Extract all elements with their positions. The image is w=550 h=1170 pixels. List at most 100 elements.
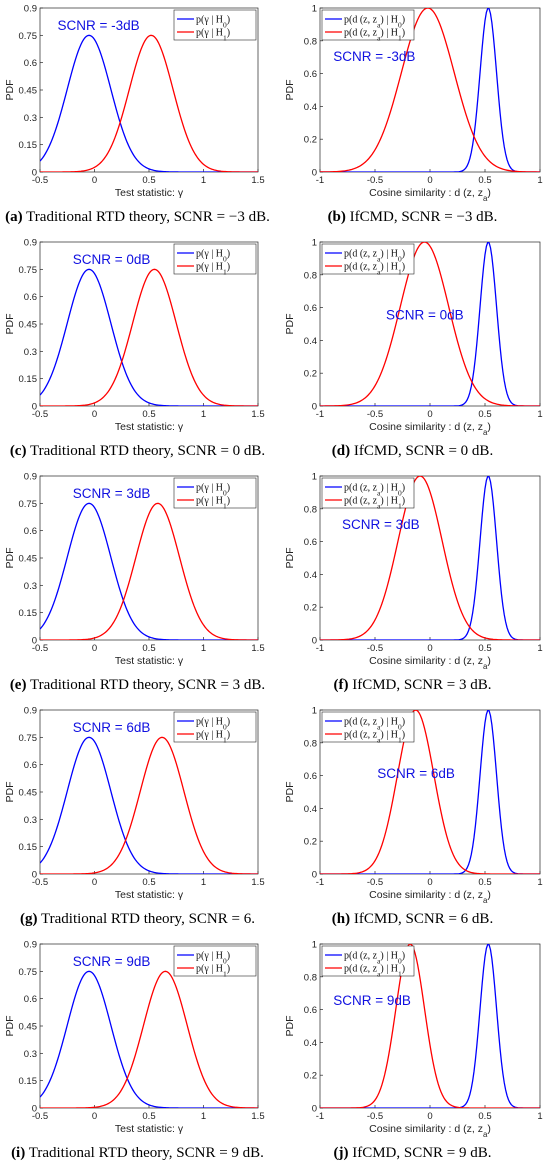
x-tick-label: 1 xyxy=(537,877,542,888)
x-tick-label: -0.5 xyxy=(32,1111,48,1122)
legend-entry: p(d (z, za) | H1) xyxy=(344,262,405,277)
figure-caption: (b) IfCMD, SCNR = −3 dB. xyxy=(275,209,550,226)
caption-id: (f) xyxy=(333,677,349,693)
legend-entry: p(γ | H1) xyxy=(196,730,230,745)
y-tick-label: 0.2 xyxy=(304,837,317,848)
y-tick-label: 0.8 xyxy=(304,738,317,749)
scnr-annotation: SCNR = -3dB xyxy=(333,49,415,64)
line-chart: -1 -0.5 0 0.5 1 0 0.2 0.4 0.6 0.8 1 PDF Cosine simil… xyxy=(284,940,543,1139)
line-chart: -0.5 0 0.5 1 1.500.150.30.450.60.750.9PDFTes… xyxy=(4,706,265,902)
y-axis-label: PDF xyxy=(4,548,16,569)
caption-text: Traditional RTD theory, SCNR = 6. xyxy=(37,911,255,927)
x-tick-label: 1.5 xyxy=(251,175,264,186)
series-line-h1 xyxy=(40,502,258,640)
figure-caption: (j) IfCMD, SCNR = 9 dB. xyxy=(275,1145,550,1162)
legend: p(γ | H0)p(γ | H1) xyxy=(173,243,257,276)
y-tick-label: 0 xyxy=(32,168,37,179)
caption-text: IfCMD, SCNR = −3 dB. xyxy=(345,209,498,225)
y-tick-label: 0.15 xyxy=(19,1076,38,1087)
caption-id: (c) xyxy=(9,443,27,459)
series-line-h1 xyxy=(40,34,258,172)
y-axis-label: PDF xyxy=(4,80,16,101)
figure-caption: (g) Traditional RTD theory, SCNR = 6. xyxy=(0,911,275,928)
y-tick-label: 0 xyxy=(312,636,317,647)
scnr-annotation: SCNR = 6dB xyxy=(377,766,455,781)
y-tick-label: 0.6 xyxy=(24,526,37,537)
x-tick-label: 1 xyxy=(537,1111,542,1122)
x-tick-label: -1 xyxy=(316,877,324,888)
series-line-h0 xyxy=(320,242,540,406)
line-chart: -0.5 0 0.5 1 1.500.150.30.450.60.750.9PDFTes… xyxy=(4,238,265,434)
y-tick-label: 0.6 xyxy=(304,1005,317,1016)
figure-caption: (i) Traditional RTD theory, SCNR = 9 dB. xyxy=(0,1145,275,1162)
chart-panel: -0.5 0 0.5 1 1.5 0 0.15 0.3 0.45 0.6 0.75 0.9 PDF Tes… xyxy=(0,936,275,1170)
y-tick-label: 0 xyxy=(32,636,37,647)
x-axis-label: Cosine similarity : d (z, za) xyxy=(369,655,491,671)
x-tick-label: 1.5 xyxy=(251,877,264,888)
x-tick-label: 1 xyxy=(537,175,542,186)
legend-entry: p(γ | H1) xyxy=(196,964,230,979)
scnr-annotation: SCNR = 9dB xyxy=(73,954,151,969)
y-tick-label: 0.75 xyxy=(19,31,38,42)
y-axis-label: PDF xyxy=(4,314,16,335)
y-tick-label: 0.3 xyxy=(24,1049,37,1060)
caption-id: (g) xyxy=(20,911,38,927)
y-tick-label: 0.2 xyxy=(304,1071,317,1082)
x-tick-label: 1 xyxy=(537,409,542,420)
x-axis-label: Test statistic: γ xyxy=(115,889,184,901)
line-chart: -0.5 0 0.5 1 1.500.150.30.450.60.750.9PDFTes… xyxy=(4,4,265,200)
chart-panel: -1 -0.5 0 0.5 1 0 0.2 0.4 0.6 0.8 1 PDF Cosine simil… xyxy=(275,936,550,1170)
series-line-h1 xyxy=(40,736,258,874)
x-tick-label: 1.5 xyxy=(251,409,264,420)
caption-text: IfCMD, SCNR = 0 dB. xyxy=(350,443,494,459)
y-tick-label: 0 xyxy=(32,1104,37,1115)
chart-panel: -1 -0.5 0 0.5 1 0 0.2 0.4 0.6 0.8 1 PDF Cosine simil… xyxy=(275,234,550,468)
y-axis-label: PDF xyxy=(284,548,296,569)
y-tick-label: 0 xyxy=(312,870,317,881)
y-tick-label: 0.8 xyxy=(304,972,317,983)
x-tick-label: 0.5 xyxy=(478,1111,491,1122)
scnr-annotation: SCNR = 3dB xyxy=(342,517,420,532)
chart-panel: -1 -0.5 0 0.5 1 0 0.2 0.4 0.6 0.8 1 PDF Cosine simil… xyxy=(275,0,550,234)
y-tick-label: 0.6 xyxy=(304,771,317,782)
y-axis-label: PDF xyxy=(284,1016,296,1037)
legend: p(γ | H0)p(γ | H1) xyxy=(173,711,257,745)
line-chart: -1 -0.5 0 0.5 1 0 0.2 0.4 0.6 0.8 1 PDF Cosine simil… xyxy=(284,472,543,671)
legend-entry: p(d (z, za) | H0) xyxy=(344,951,405,966)
x-tick-label: 1 xyxy=(201,877,206,888)
chart-panel: -0.5 0 0.5 1 1.5 0 0.15 0.3 0.45 0.6 0.75 0.9 PDF Tes… xyxy=(0,0,275,234)
y-tick-label: 0.6 xyxy=(24,292,37,303)
x-axis-label: Test statistic: γ xyxy=(115,1123,184,1135)
x-tick-label: 1 xyxy=(201,409,206,420)
chart-panel: -1 -0.5 0 0.5 1 0 0.2 0.4 0.6 0.8 1 PDF Cosine simil… xyxy=(275,468,550,702)
y-axis-label: PDF xyxy=(4,1016,16,1037)
y-tick-label: 0.6 xyxy=(304,69,317,80)
y-tick-label: 0.6 xyxy=(24,58,37,69)
x-tick-label: 1.5 xyxy=(251,1111,264,1122)
chart-panel: -0.5 0 0.5 1 1.5 0 0.15 0.3 0.45 0.6 0.75 0.9 PDF Tes… xyxy=(0,234,275,468)
series-line-h0 xyxy=(320,8,540,172)
x-tick-label: 0.5 xyxy=(478,877,491,888)
legend-entry: p(γ | H0) xyxy=(196,249,230,264)
x-tick-label: -0.5 xyxy=(367,877,383,888)
y-tick-label: 0.4 xyxy=(304,336,317,347)
x-tick-label: -0.5 xyxy=(367,1111,383,1122)
caption-text: Traditional RTD theory, SCNR = 9 dB. xyxy=(25,1145,264,1161)
legend-entry: p(d (z, za) | H1) xyxy=(344,964,405,979)
x-tick-label: 0.5 xyxy=(142,1111,155,1122)
legend: p(d (z, za) | H0)p(d (z, za) | H1) xyxy=(321,711,415,744)
x-tick-label: -1 xyxy=(316,643,324,654)
x-tick-label: 0 xyxy=(427,409,432,420)
legend-entry: p(d (z, za) | H1) xyxy=(344,28,405,43)
y-tick-label: 0.45 xyxy=(19,554,38,565)
y-tick-label: 0 xyxy=(32,870,37,881)
legend: p(d (z, za) | H0)p(d (z, za) | H1) xyxy=(321,9,415,43)
line-chart: -1 -0.5 0 0.5 1 0 0.2 0.4 0.6 0.8 1 PDF Cosine simil… xyxy=(284,4,543,203)
y-tick-label: 0.8 xyxy=(304,36,317,47)
y-tick-label: 0.3 xyxy=(24,347,37,358)
y-tick-label: 0 xyxy=(312,1104,317,1115)
line-chart: -1 -0.5 0 0.5 1 0 0.2 0.4 0.6 0.8 1 PDF Cosine simil… xyxy=(284,238,543,437)
caption-text: Traditional RTD theory, SCNR = −3 dB. xyxy=(22,209,270,225)
x-tick-label: 1.5 xyxy=(251,643,264,654)
legend-entry: p(γ | H0) xyxy=(196,15,230,30)
